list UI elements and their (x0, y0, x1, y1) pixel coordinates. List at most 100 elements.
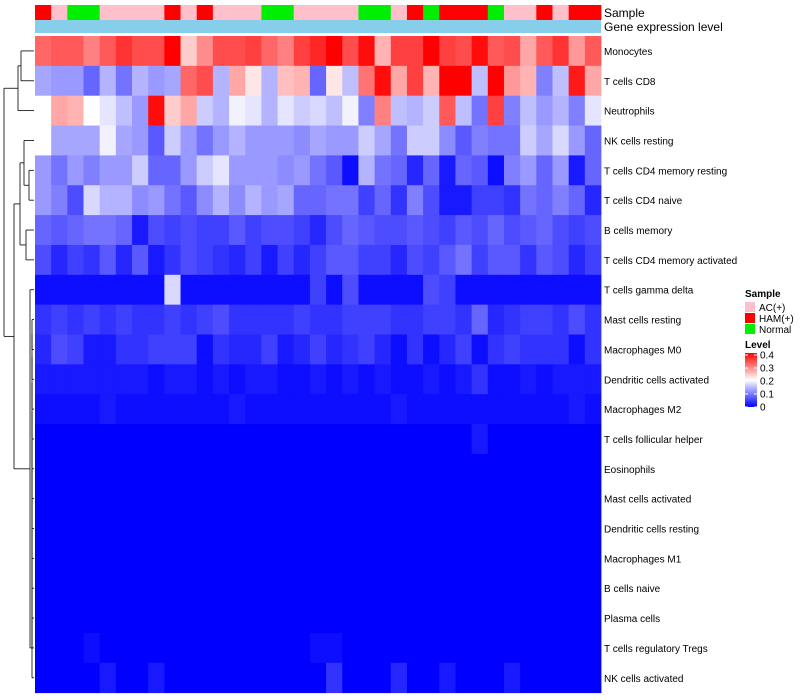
heatmap-cell (423, 394, 440, 425)
heatmap-cell (164, 573, 181, 604)
heatmap-cell (536, 65, 553, 97)
heatmap-cell (164, 364, 181, 395)
heatmap-cell (51, 483, 68, 514)
heatmap-cell (35, 65, 52, 97)
heatmap-cell (520, 95, 537, 126)
heatmap-cell (164, 633, 181, 664)
heatmap-cell (471, 65, 489, 97)
heatmap-cell (196, 215, 214, 246)
heatmap-cell (99, 662, 117, 694)
heatmap-cell (115, 215, 133, 246)
heatmap-cell (148, 304, 165, 335)
heatmap-cell (552, 215, 570, 246)
heatmap-cell (164, 244, 181, 276)
sample-annotation-cell (196, 5, 214, 20)
heatmap-cell (277, 483, 295, 514)
heatmap-cell (536, 155, 553, 186)
sample-annotation-cell (439, 5, 456, 20)
heatmap-cell (374, 185, 392, 216)
heatmap-cell (503, 36, 521, 67)
heatmap-cell (212, 424, 230, 455)
heatmap-cell (374, 453, 392, 485)
heatmap-cell (342, 244, 359, 276)
heatmap-cell (212, 483, 230, 514)
sample-annotation-cell (358, 5, 375, 20)
heatmap-cell (245, 244, 262, 276)
heatmap-cell (35, 364, 52, 395)
legend-level-colorbar (745, 353, 757, 407)
heatmap-cell (455, 36, 473, 67)
heatmap-cell (520, 215, 537, 246)
heatmap-cell (261, 95, 278, 126)
heatmap-cell (164, 65, 181, 97)
heatmap-cell (584, 573, 602, 604)
heatmap-cell (229, 334, 246, 365)
heatmap-cell (212, 394, 230, 425)
heatmap-cell (164, 543, 181, 574)
heatmap-cell (51, 603, 68, 634)
heatmap-cell (293, 573, 311, 604)
heatmap-cell (180, 274, 198, 306)
sample-annotation-cell (35, 5, 52, 20)
heatmap-cell (245, 513, 262, 544)
heatmap-cell (552, 662, 570, 694)
heatmap-cell (584, 274, 602, 306)
heatmap-cell (536, 513, 553, 544)
sample-annotation-cell (180, 5, 198, 20)
heatmap-cell (277, 36, 295, 67)
heatmap-cell (487, 513, 505, 544)
heatmap-cell (148, 633, 165, 664)
heatmap-cell (212, 155, 230, 186)
heatmap-cell (180, 185, 198, 216)
sample-annotation-cell (309, 5, 327, 20)
heatmap-cell (261, 185, 278, 216)
heatmap-cell (196, 394, 214, 425)
heatmap-cell (35, 453, 52, 485)
heatmap-cell (261, 215, 278, 246)
heatmap-cell (487, 155, 505, 186)
heatmap-cell (455, 364, 473, 395)
heatmap-cell (115, 304, 133, 335)
heatmap-cell (229, 662, 246, 694)
heatmap-cell (277, 185, 295, 216)
heatmap-cell (487, 274, 505, 306)
heatmap-cell (358, 633, 375, 664)
heatmap-cell (374, 334, 392, 365)
row-label: B cells memory (604, 226, 672, 237)
heatmap-cell (309, 334, 327, 365)
sample-annotation-cell (326, 5, 343, 20)
heatmap-cell (358, 304, 375, 335)
sample-annotation-cell (261, 5, 278, 20)
heatmap-cell (439, 334, 456, 365)
heatmap-cell (245, 573, 262, 604)
heatmap-cell (471, 155, 489, 186)
row-label: Neutrophils (604, 107, 655, 118)
heatmap-cell (212, 274, 230, 306)
heatmap-cell (51, 513, 68, 544)
heatmap-cell (358, 394, 375, 425)
heatmap-cell (148, 274, 165, 306)
heatmap-cell (342, 662, 359, 694)
heatmap-cell (35, 633, 52, 664)
heatmap-cell (374, 215, 392, 246)
heatmap-cell (180, 573, 198, 604)
heatmap-cell (439, 513, 456, 544)
heatmap-cell (293, 185, 311, 216)
heatmap-cell (374, 603, 392, 634)
heatmap-cell (568, 36, 586, 67)
heatmap-cell (132, 244, 149, 276)
heatmap-cell (503, 543, 521, 574)
heatmap-cell (390, 65, 408, 97)
heatmap-cell (455, 453, 473, 485)
heatmap-cell (568, 513, 586, 544)
heatmap-cell (406, 185, 424, 216)
heatmap-cell (390, 513, 408, 544)
heatmap-cell (67, 573, 84, 604)
heatmap-cell (83, 483, 101, 514)
row-label: Plasma cells (604, 614, 660, 625)
heatmap-cell (358, 513, 375, 544)
heatmap-cell (455, 394, 473, 425)
heatmap-cell (212, 633, 230, 664)
heatmap-cell (584, 95, 602, 126)
